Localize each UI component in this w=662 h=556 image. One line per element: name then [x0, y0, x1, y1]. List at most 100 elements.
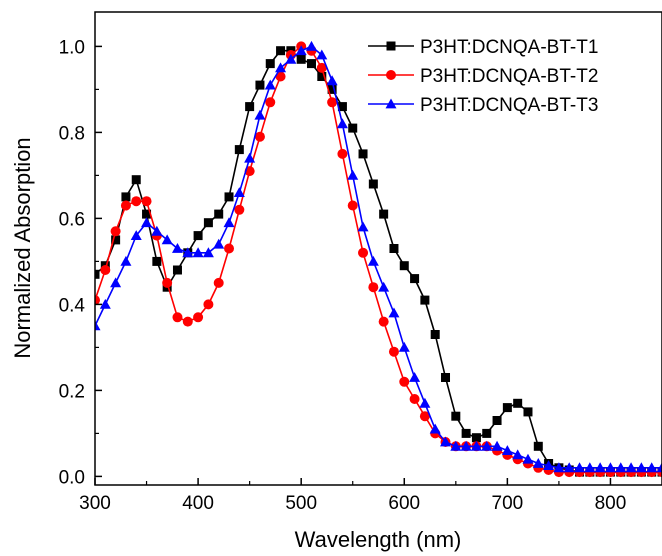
series-2-point: [131, 196, 142, 207]
series-3-point: [347, 169, 359, 180]
series-1-point: [358, 149, 368, 159]
series-3-point: [264, 79, 276, 90]
series-2-point: [378, 316, 389, 327]
series-3-point: [398, 341, 410, 352]
series-1-point: [193, 231, 203, 241]
x-tick-label: 400: [182, 493, 214, 514]
series-3-point: [574, 462, 586, 473]
series-3: [95, 40, 662, 473]
plot-frame: [94, 11, 662, 486]
series-2-point: [265, 97, 276, 108]
y-tick-label: 0.0: [59, 467, 85, 488]
legend-item-2: P3HT:DCNQA-BT-T2: [368, 66, 598, 87]
series-2-point: [95, 295, 100, 306]
series-2-point: [141, 196, 152, 207]
series-3-point: [409, 372, 421, 382]
series-1-point: [410, 274, 420, 284]
series-3-point: [419, 397, 431, 408]
series-3-point: [481, 440, 493, 451]
series-2-point: [347, 200, 358, 211]
series-1-point: [420, 295, 430, 305]
legend-label: P3HT:DCNQA-BT-T1: [420, 37, 598, 58]
series-1-point: [451, 411, 461, 421]
series-3-point: [646, 462, 658, 473]
series-1-point: [276, 46, 286, 56]
x-tick-label: 700: [492, 493, 524, 514]
series-1-point: [265, 59, 275, 69]
series-3-point: [367, 255, 379, 266]
series-1-point: [111, 235, 121, 245]
series-3-point: [233, 187, 245, 197]
series-1-point: [482, 428, 492, 438]
series-3-point: [357, 221, 369, 232]
series-3-point: [110, 277, 122, 288]
legend-label: P3HT:DCNQA-BT-T2: [420, 66, 598, 87]
series-1-point: [214, 209, 224, 219]
legend-marker: [385, 98, 397, 109]
legend-marker: [386, 41, 396, 51]
series-3-point: [656, 462, 662, 473]
series-2-point: [254, 131, 265, 142]
series-3-point: [501, 445, 513, 455]
series-1-point: [379, 209, 389, 219]
x-tick-label: 800: [595, 493, 627, 514]
series-1-point: [255, 80, 265, 90]
series-1-point: [368, 179, 378, 189]
series-1-point: [533, 441, 543, 451]
series-1-point: [131, 175, 141, 185]
legend-item-3: P3HT:DCNQA-BT-T3: [368, 95, 598, 116]
series-layer: [95, 40, 662, 478]
series-1-point: [121, 192, 131, 202]
series-1-point: [513, 398, 523, 408]
legend: P3HT:DCNQA-BT-T1 P3HT:DCNQA-BT-T2 P3HT:DCN…: [368, 37, 598, 116]
y-tick-label: 0.4: [59, 295, 86, 316]
series-2-point: [409, 394, 420, 404]
series-3-point: [450, 440, 462, 451]
series-1-point: [172, 265, 182, 275]
series-3-point: [223, 217, 235, 228]
series-3-point: [429, 423, 441, 434]
series-3-point: [336, 118, 348, 129]
series-2-point: [316, 62, 327, 73]
series-3-point: [285, 53, 297, 64]
series-3-point: [491, 440, 503, 451]
series-2-point: [419, 411, 430, 422]
series-3-point: [99, 298, 111, 309]
series-3-point: [213, 238, 225, 249]
y-tick-label: 1.0: [59, 37, 85, 58]
series-3-point: [182, 247, 194, 258]
legend-item-1: P3HT:DCNQA-BT-T1: [368, 37, 598, 58]
series-2-point: [193, 312, 204, 323]
axes-layer: 300 400 500 600 700 800 0.0 0.2 0.4 0.6 0.8 1.0: [59, 37, 627, 514]
series-3-point: [95, 320, 101, 331]
series-3-point: [470, 440, 482, 451]
y-tick-label: 0.2: [59, 381, 85, 402]
series-1-point: [245, 102, 255, 112]
series-3-point: [615, 462, 627, 473]
series-3-point: [553, 462, 565, 473]
series-3-point: [130, 230, 142, 240]
series-3-point: [202, 247, 214, 258]
y-tick-label: 0.8: [59, 123, 85, 144]
series-1-point: [389, 244, 399, 253]
series-3-point: [594, 462, 606, 473]
series-3-point: [532, 458, 544, 468]
series-3-point: [141, 217, 153, 228]
series-2-point: [182, 316, 193, 327]
series-3-point: [625, 462, 637, 473]
y-axis-title: Normalized Absorption: [10, 137, 35, 358]
series-3-point: [120, 255, 132, 266]
series-2-point: [162, 277, 173, 288]
series-3-point: [244, 152, 256, 163]
series-3-point: [563, 462, 575, 473]
series-3-point: [151, 225, 163, 236]
series-1-point: [203, 218, 213, 228]
series-3-point: [460, 440, 472, 451]
x-axis-title: Wavelength (nm): [295, 527, 462, 552]
series-2-point: [213, 277, 224, 288]
series-3-point: [275, 62, 287, 73]
series-1-point: [224, 192, 234, 202]
series-3-point: [388, 307, 400, 318]
series-1-point: [430, 330, 440, 339]
series-2-point: [100, 265, 111, 275]
